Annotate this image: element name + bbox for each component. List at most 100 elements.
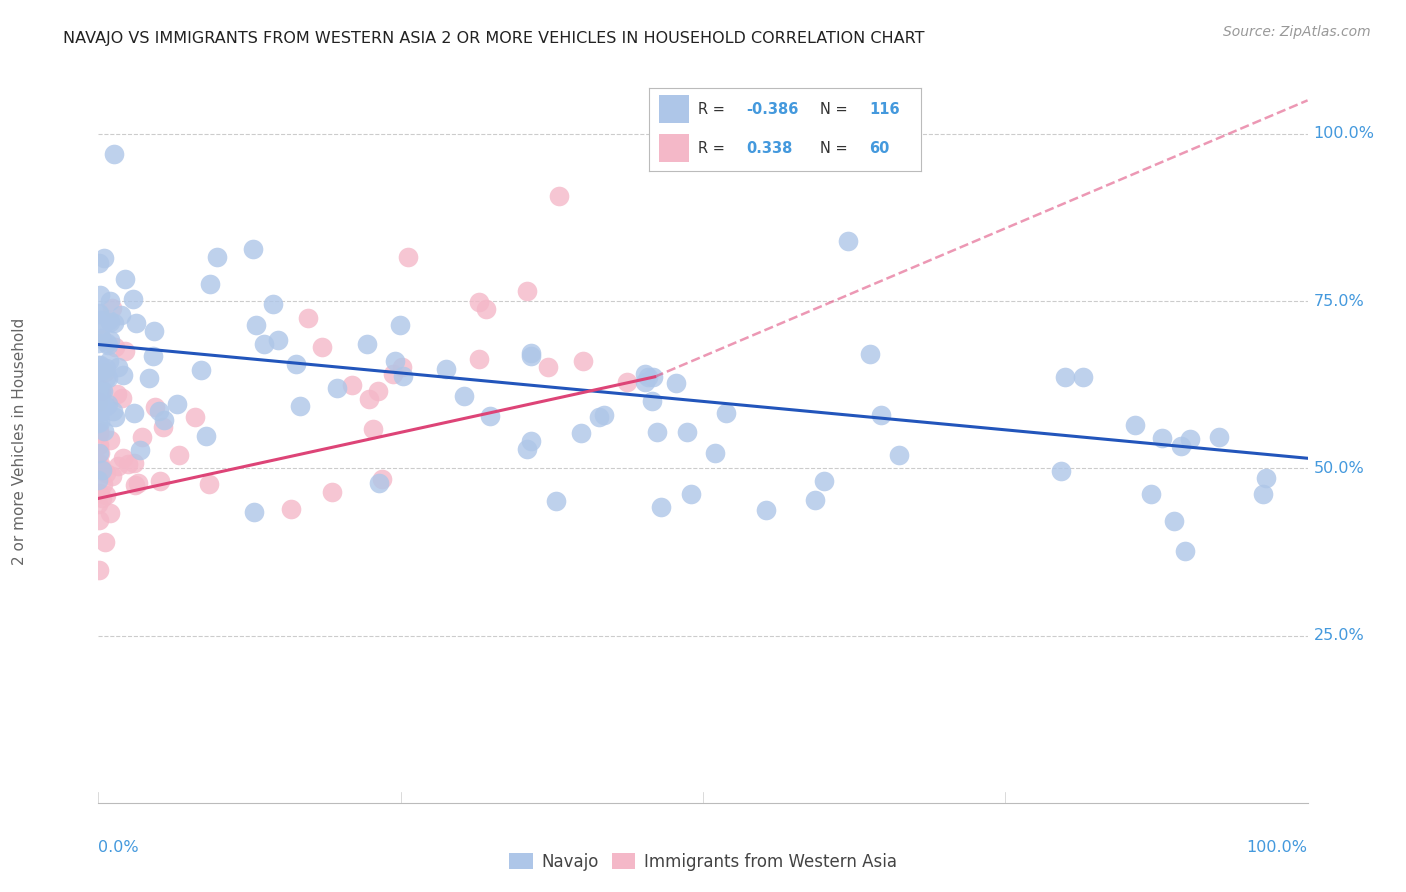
Point (544, 493, 567, 508)
Point (89, 457, 111, 471)
Point (280, 502, 302, 516)
Point (111, 450, 134, 465)
Point (91, 477, 114, 491)
Point (887, 448, 910, 462)
Point (262, 296, 284, 310)
Point (149, 474, 172, 488)
Point (356, 337, 378, 351)
Point (90, 364, 112, 378)
Point (392, 368, 415, 383)
Point (89, 445, 111, 459)
Point (675, 425, 697, 439)
Point (98, 315, 121, 329)
Point (104, 410, 127, 425)
Point (520, 349, 543, 363)
Point (643, 369, 665, 384)
Point (637, 369, 659, 384)
Point (89, 322, 111, 336)
Point (359, 392, 381, 406)
Point (103, 147, 125, 161)
Point (434, 362, 457, 376)
Point (1174, 544, 1197, 558)
Point (142, 349, 165, 363)
Point (94, 365, 117, 379)
Point (367, 384, 389, 399)
Point (90, 384, 112, 399)
Point (94, 399, 117, 413)
Point (569, 426, 592, 441)
Point (266, 333, 288, 347)
Point (253, 336, 276, 351)
Point (94, 466, 117, 480)
Point (143, 324, 166, 338)
Point (1123, 417, 1146, 432)
Point (205, 250, 228, 264)
Point (285, 357, 308, 371)
Point (297, 311, 319, 326)
Point (129, 442, 152, 457)
Point (89, 288, 111, 302)
Point (96, 336, 118, 351)
Point (245, 318, 267, 333)
Point (184, 409, 207, 424)
Point (103, 403, 125, 417)
Point (97, 397, 120, 411)
Point (342, 378, 364, 392)
Point (127, 476, 149, 491)
Point (371, 472, 394, 486)
Point (520, 434, 543, 449)
Point (143, 401, 166, 415)
Point (87, 383, 110, 397)
Point (588, 409, 610, 424)
Point (90, 332, 112, 346)
Point (804, 493, 827, 508)
Point (704, 446, 727, 460)
Point (90, 398, 112, 412)
Point (870, 408, 893, 422)
Point (166, 397, 188, 411)
Point (87, 391, 110, 405)
Point (194, 429, 217, 443)
Point (468, 351, 491, 366)
Point (190, 363, 212, 377)
Point (755, 502, 778, 516)
Point (89, 358, 111, 372)
Point (122, 456, 145, 470)
Point (114, 272, 136, 286)
Point (516, 284, 538, 298)
Point (131, 429, 153, 443)
Point (1180, 432, 1202, 446)
Point (679, 486, 702, 500)
Point (1170, 439, 1192, 453)
Point (87, 425, 110, 440)
Point (326, 381, 349, 395)
Point (91, 462, 114, 476)
Text: 25.0%: 25.0% (1313, 628, 1364, 643)
Point (98, 333, 121, 347)
Point (87, 563, 110, 577)
Point (89, 256, 111, 270)
Point (837, 234, 859, 248)
Point (242, 242, 264, 256)
Point (396, 250, 419, 264)
Point (94, 534, 117, 549)
Point (105, 387, 128, 401)
Point (101, 469, 124, 483)
Point (478, 409, 501, 423)
Text: 100.0%: 100.0% (1313, 127, 1375, 141)
Point (389, 318, 412, 332)
Point (152, 419, 174, 434)
Point (93, 251, 115, 265)
Point (98, 312, 121, 326)
Point (1208, 430, 1230, 444)
Point (368, 475, 391, 490)
Point (87, 474, 110, 488)
Point (650, 500, 672, 514)
Point (1140, 487, 1163, 501)
Point (1071, 369, 1094, 384)
Point (87, 497, 110, 511)
Point (859, 347, 882, 361)
Text: 2 or more Vehicles in Household: 2 or more Vehicles in Household (13, 318, 27, 566)
Point (87, 438, 110, 452)
Point (103, 317, 125, 331)
